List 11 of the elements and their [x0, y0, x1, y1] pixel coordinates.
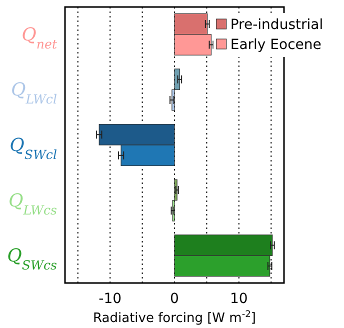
x-tick-label: -10 — [98, 291, 122, 307]
x-tick-label: 0 — [170, 291, 179, 307]
y-tick-label: Q$_{net}$ — [22, 24, 58, 51]
y-tick-label: Q$_{LWcs}$ — [8, 190, 58, 217]
legend-label: Pre-industrial — [230, 17, 324, 33]
legend-label: Early Eocene — [230, 37, 322, 53]
x-tick-label: 10 — [230, 291, 248, 307]
y-tick-label: Q$_{SWcs}$ — [7, 246, 58, 272]
x-axis-title: Radiative forcing [W m$^{-2}$] — [93, 310, 256, 326]
y-tick-label: Q$_{SWcl}$ — [10, 135, 57, 162]
y-tick-label: Q$_{LWcl}$ — [10, 80, 57, 106]
